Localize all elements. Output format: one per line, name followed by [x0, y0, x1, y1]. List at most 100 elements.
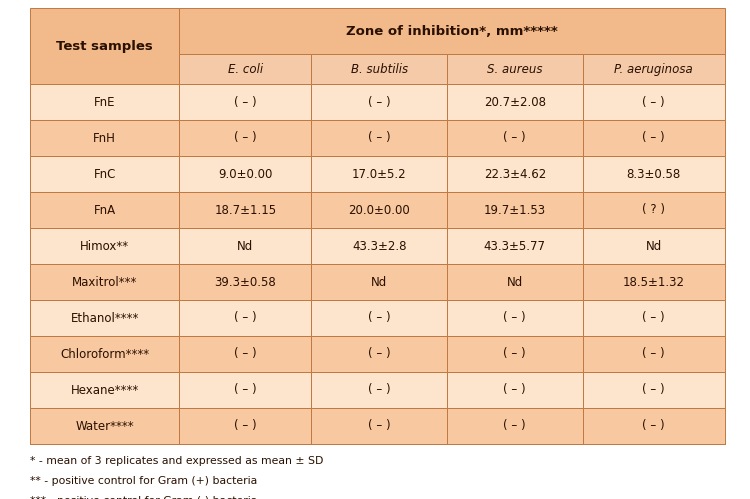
Bar — [447, 192, 583, 228]
Text: ( – ): ( – ) — [503, 420, 526, 433]
Bar — [179, 228, 311, 264]
Bar — [30, 84, 179, 120]
Bar — [311, 264, 447, 300]
Text: S. aureus: S. aureus — [487, 62, 542, 75]
Text: Nd: Nd — [507, 275, 523, 288]
Text: ( – ): ( – ) — [234, 95, 256, 108]
Bar — [583, 192, 725, 228]
Bar — [179, 264, 311, 300]
Bar — [30, 192, 179, 228]
Text: ( – ): ( – ) — [234, 384, 256, 397]
Text: Water****: Water**** — [76, 420, 134, 433]
Text: * - mean of 3 replicates and expressed as mean ± SD: * - mean of 3 replicates and expressed a… — [30, 456, 323, 466]
Bar — [311, 372, 447, 408]
Text: ( – ): ( – ) — [643, 132, 665, 145]
Text: 19.7±1.53: 19.7±1.53 — [484, 204, 546, 217]
Text: ( – ): ( – ) — [643, 95, 665, 108]
Bar — [447, 228, 583, 264]
Bar — [583, 84, 725, 120]
Text: ( – ): ( – ) — [643, 311, 665, 324]
Text: 39.3±0.58: 39.3±0.58 — [214, 275, 276, 288]
Text: P. aeruginosa: P. aeruginosa — [614, 62, 693, 75]
Bar — [447, 336, 583, 372]
Text: 8.3±0.58: 8.3±0.58 — [627, 168, 681, 181]
Text: Nd: Nd — [237, 240, 254, 252]
Bar — [447, 54, 583, 84]
Bar — [447, 300, 583, 336]
Text: FnA: FnA — [94, 204, 116, 217]
Text: ( – ): ( – ) — [234, 420, 256, 433]
Bar — [447, 84, 583, 120]
Text: ( – ): ( – ) — [643, 420, 665, 433]
Text: Hexane****: Hexane**** — [70, 384, 139, 397]
Text: Chloroform****: Chloroform**** — [60, 347, 149, 360]
Bar — [179, 300, 311, 336]
Text: ** - positive control for Gram (+) bacteria: ** - positive control for Gram (+) bacte… — [30, 476, 257, 486]
Text: 22.3±4.62: 22.3±4.62 — [484, 168, 546, 181]
Bar — [583, 264, 725, 300]
Text: 9.0±0.00: 9.0±0.00 — [218, 168, 273, 181]
Text: Ethanol****: Ethanol**** — [70, 311, 139, 324]
Bar — [179, 336, 311, 372]
Text: 18.5±1.32: 18.5±1.32 — [622, 275, 685, 288]
Text: ( – ): ( – ) — [503, 347, 526, 360]
Text: ( – ): ( – ) — [368, 420, 391, 433]
Bar — [583, 372, 725, 408]
Text: ( ? ): ( ? ) — [642, 204, 665, 217]
Text: Zone of inhibition*, mm*****: Zone of inhibition*, mm***** — [346, 24, 558, 37]
Bar — [311, 336, 447, 372]
Bar — [583, 300, 725, 336]
Text: 43.3±2.8: 43.3±2.8 — [352, 240, 407, 252]
Text: 18.7±1.15: 18.7±1.15 — [214, 204, 277, 217]
Bar — [311, 300, 447, 336]
Bar — [179, 120, 311, 156]
Text: Himox**: Himox** — [80, 240, 129, 252]
Bar — [30, 8, 179, 84]
Bar — [179, 372, 311, 408]
Bar — [311, 84, 447, 120]
Bar — [583, 54, 725, 84]
Bar — [179, 8, 725, 54]
Bar — [311, 228, 447, 264]
Text: ( – ): ( – ) — [234, 347, 256, 360]
Bar — [179, 54, 311, 84]
Bar — [447, 156, 583, 192]
Bar — [311, 120, 447, 156]
Text: Nd: Nd — [646, 240, 662, 252]
Text: B. subtilis: B. subtilis — [351, 62, 408, 75]
Bar — [179, 408, 311, 444]
Text: ( – ): ( – ) — [368, 384, 391, 397]
Text: 43.3±5.77: 43.3±5.77 — [484, 240, 546, 252]
Bar — [30, 156, 179, 192]
Bar — [179, 192, 311, 228]
Bar — [583, 228, 725, 264]
Bar — [583, 156, 725, 192]
Bar — [583, 408, 725, 444]
Text: ( – ): ( – ) — [368, 311, 391, 324]
Text: E. coli: E. coli — [228, 62, 263, 75]
Bar — [30, 264, 179, 300]
Text: ( – ): ( – ) — [368, 132, 391, 145]
Bar — [447, 264, 583, 300]
Bar — [179, 156, 311, 192]
Bar — [583, 120, 725, 156]
Text: 17.0±5.2: 17.0±5.2 — [352, 168, 407, 181]
Bar — [30, 336, 179, 372]
Bar — [30, 408, 179, 444]
Text: Test samples: Test samples — [56, 39, 153, 52]
Text: 20.0±0.00: 20.0±0.00 — [348, 204, 410, 217]
Text: Nd: Nd — [371, 275, 387, 288]
Text: FnC: FnC — [94, 168, 116, 181]
Text: ( – ): ( – ) — [368, 95, 391, 108]
Bar — [447, 408, 583, 444]
Text: 20.7±2.08: 20.7±2.08 — [484, 95, 546, 108]
Bar — [30, 300, 179, 336]
Text: ( – ): ( – ) — [234, 132, 256, 145]
Bar — [583, 336, 725, 372]
Bar — [447, 372, 583, 408]
Bar — [30, 228, 179, 264]
Bar — [30, 372, 179, 408]
Text: ( – ): ( – ) — [643, 347, 665, 360]
Text: ( – ): ( – ) — [643, 384, 665, 397]
Bar — [311, 54, 447, 84]
